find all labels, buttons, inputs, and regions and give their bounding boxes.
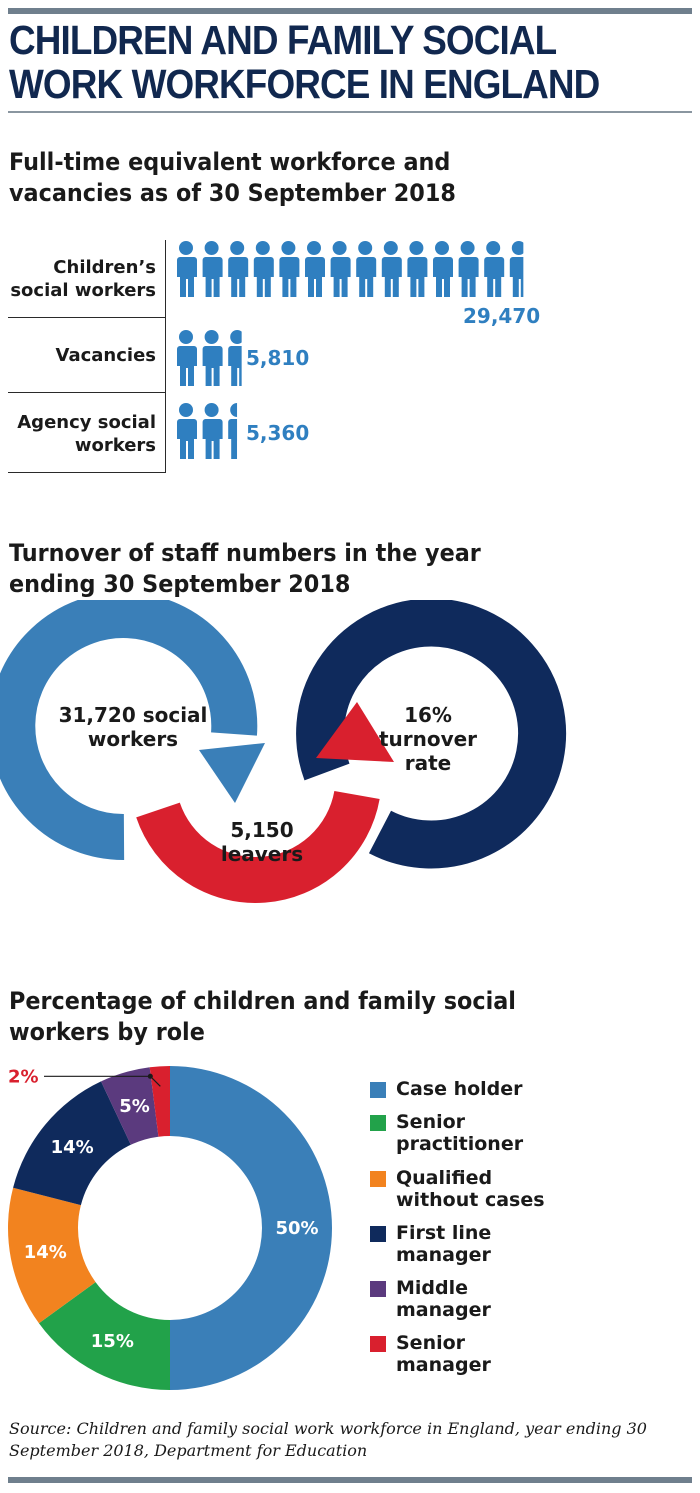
person-icon <box>228 403 238 459</box>
legend-label: Senior practitioner <box>396 1111 524 1155</box>
legend-swatch <box>370 1336 386 1352</box>
legend-swatch <box>370 1082 386 1098</box>
social-workers-arrow-icon <box>199 743 265 803</box>
person-icon <box>509 241 524 297</box>
legend-swatch <box>370 1171 386 1187</box>
roles-donut-chart: 50% 15% 14% 14% 5% 2% <box>7 1066 332 1390</box>
leavers-arrow-icon <box>316 702 394 762</box>
workforce-row-social-workers: Children’s social workers <box>8 240 166 317</box>
person-icon <box>202 403 223 459</box>
workforce-label: Agency social workers <box>17 412 156 456</box>
workforce-title: Full-time equivalent workforce and vacan… <box>9 148 456 207</box>
donut-label: 50% <box>275 1218 318 1239</box>
leavers-arc <box>136 790 380 903</box>
person-icon <box>228 241 249 297</box>
workforce-row-vacancies: Vacancies <box>8 317 166 393</box>
person-icon <box>458 241 479 297</box>
legend-label: First line manager <box>396 1222 492 1266</box>
donut-label: 2% <box>8 1066 39 1087</box>
donut-slice-senior-manager <box>149 1066 170 1137</box>
person-icon <box>484 241 505 297</box>
turnover-diagram <box>0 600 567 903</box>
workforce-label: Children’s social workers <box>10 257 156 301</box>
person-icon <box>253 241 274 297</box>
person-icon <box>177 241 197 297</box>
donut-label: 5% <box>119 1096 150 1117</box>
workforce-value-agency: 5,360 <box>246 421 310 445</box>
legend-swatch <box>370 1226 386 1242</box>
person-icon <box>202 330 223 386</box>
legend-swatch <box>370 1115 386 1131</box>
legend-swatch <box>370 1281 386 1297</box>
person-icon <box>177 403 197 459</box>
source-note: Source: Children and family social work … <box>9 1419 647 1460</box>
workforce-value-vacancies: 5,810 <box>246 346 310 370</box>
workforce-row-agency: Agency social workers <box>8 392 166 473</box>
roles-title: Percentage of children and family social… <box>9 987 516 1046</box>
donut-label: 15% <box>91 1331 134 1352</box>
donut-slice-first-line-manager <box>13 1081 131 1206</box>
donut-label: 14% <box>24 1242 67 1263</box>
bottom-rule <box>8 1477 692 1483</box>
turnover-social-workers: 31,720 social workers <box>58 703 208 751</box>
donut-slice-middle-manager <box>101 1067 159 1145</box>
workforce-label: Vacancies <box>55 345 157 366</box>
donut-slice-case-holder <box>170 1066 332 1390</box>
turnover-rate: 16% turnover rate <box>378 703 478 775</box>
person-icon <box>330 241 351 297</box>
turnover-rate-ring <box>296 600 567 869</box>
legend-label: Senior manager <box>396 1332 491 1376</box>
donut-label: 14% <box>51 1137 94 1158</box>
donut-slice-senior-practitioner <box>38 1282 171 1390</box>
person-icon <box>279 241 300 297</box>
turnover-title: Turnover of staff numbers in the year en… <box>9 539 481 598</box>
turnover-leavers: 5,150 leavers <box>220 818 304 866</box>
person-icon <box>177 330 197 386</box>
social-workers-ring <box>0 600 258 861</box>
legend-label: Middle manager <box>396 1277 491 1321</box>
person-icon <box>433 241 453 297</box>
workforce-value-social-workers: 29,470 <box>463 304 541 328</box>
legend-label: Case holder <box>396 1078 523 1100</box>
person-icon <box>381 241 402 297</box>
main-title: CHILDREN AND FAMILY SOCIAL WORK WORKFORC… <box>9 17 600 107</box>
person-icon <box>228 330 242 386</box>
person-icon <box>202 241 223 297</box>
person-icon <box>407 241 428 297</box>
top-rule <box>8 8 692 14</box>
workforce-pictogram <box>177 241 524 459</box>
donut-slice-qualified-without-cases <box>7 1187 96 1324</box>
legend-label: Qualified without cases <box>396 1167 545 1211</box>
callout-dot <box>147 1073 153 1079</box>
person-icon <box>356 241 377 297</box>
person-icon <box>305 241 325 297</box>
title-rule <box>8 111 692 113</box>
